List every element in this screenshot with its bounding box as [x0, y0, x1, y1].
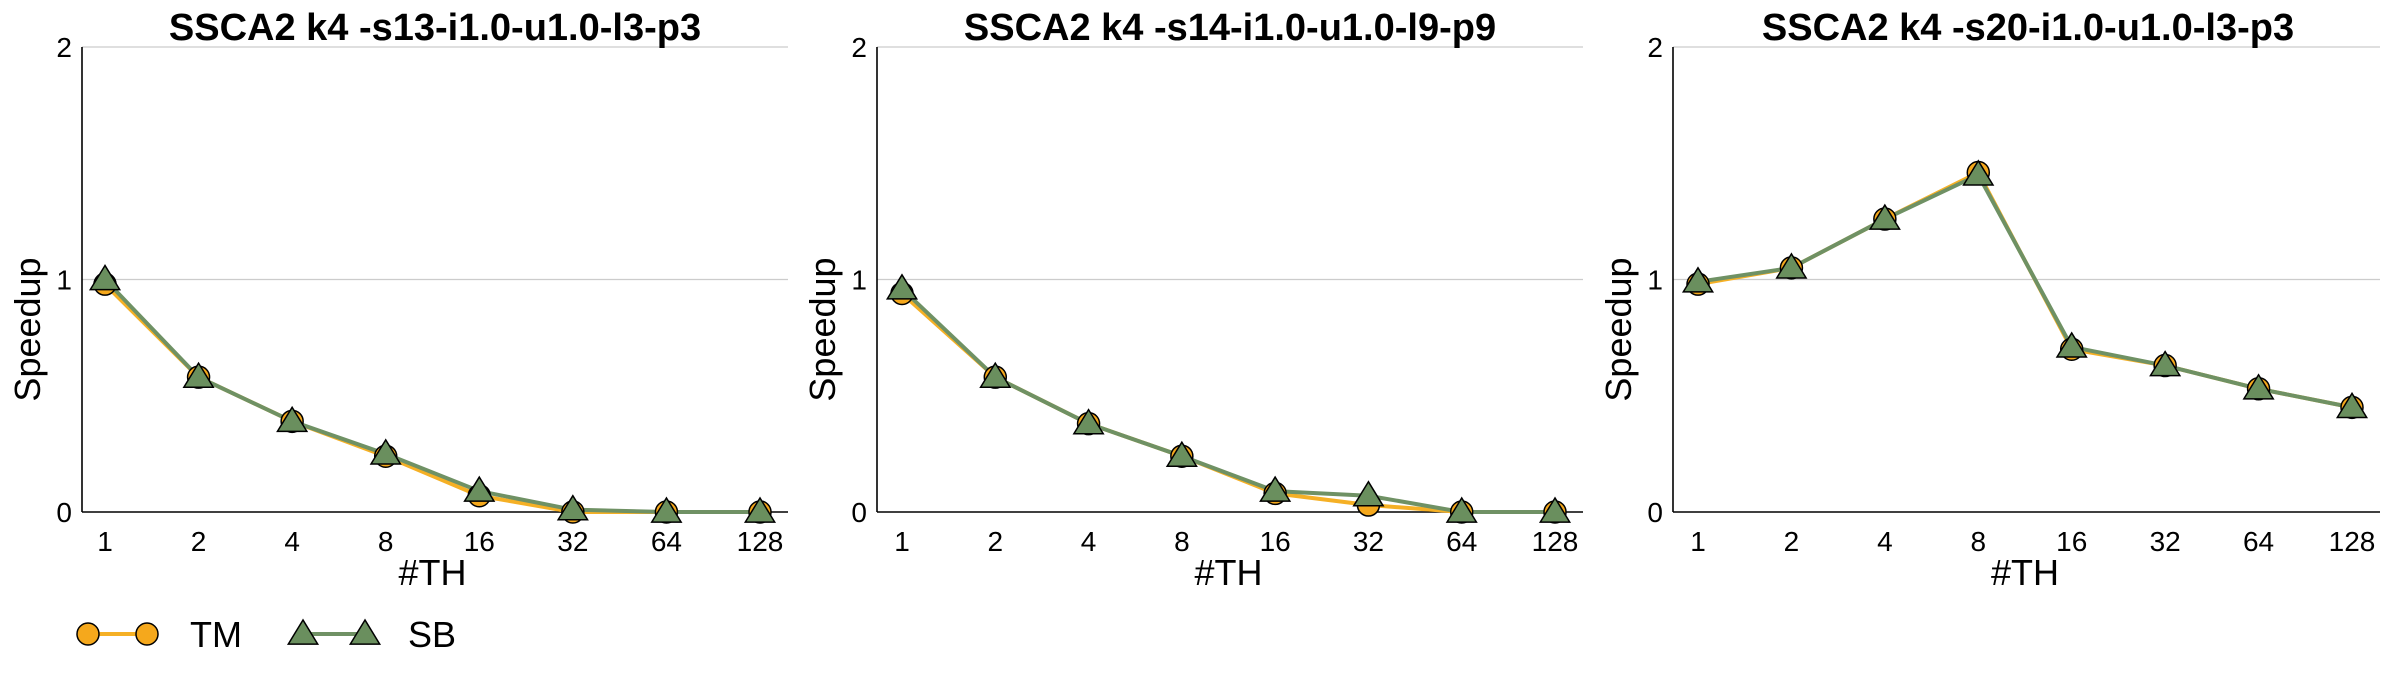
x-tick-label: 128: [2329, 526, 2376, 557]
data-point-sb: [979, 361, 1012, 388]
chart-title: SSCA2 k4 -s13-i1.0-u1.0-l3-p3: [169, 7, 701, 49]
x-tick-label: 2: [1784, 526, 1800, 557]
x-tick-label: 16: [2056, 526, 2087, 557]
data-point-sb: [2335, 391, 2369, 419]
data-point-sb: [1681, 266, 1715, 293]
y-tick-label: 0: [1647, 497, 1663, 528]
legend: TM SB: [76, 614, 456, 655]
data-point-sb: [182, 361, 215, 388]
x-tick-label: 8: [1174, 526, 1190, 557]
data-point-sb: [1962, 159, 1995, 186]
legend-marker: [286, 618, 320, 645]
data-point-sb: [556, 494, 589, 521]
legend-item-sb: SB: [286, 614, 456, 655]
x-tick-label: 4: [284, 526, 300, 557]
x-tick-label: 128: [737, 526, 784, 557]
data-point-sb: [650, 496, 683, 523]
data-point-sb: [743, 496, 777, 523]
y-tick-label: 2: [1647, 32, 1663, 63]
data-point-sb: [2149, 350, 2182, 377]
data-point-sb: [276, 405, 309, 433]
y-tick-label: 2: [56, 32, 72, 63]
y-tick-label: 1: [1647, 265, 1663, 296]
y-axis-label: Speedup: [1598, 257, 1639, 401]
data-point-sb: [2242, 373, 2275, 400]
legend-marker: [348, 618, 382, 645]
data-point-sb: [2055, 331, 2088, 358]
x-tick-label: 4: [1081, 526, 1097, 557]
y-tick-label: 0: [56, 497, 72, 528]
x-tick-label: 16: [1260, 526, 1291, 557]
series-line-tm: [900, 291, 1555, 514]
x-tick-label: 1: [97, 526, 113, 557]
y-tick-label: 0: [851, 497, 867, 528]
data-point-sb: [1259, 475, 1292, 502]
data-point-sb: [88, 264, 122, 291]
series-line-tm: [1697, 170, 2353, 410]
x-axis-label: #TH: [398, 552, 466, 593]
data-point-sb: [1445, 496, 1478, 523]
x-axis-label: #TH: [1194, 552, 1262, 593]
y-tick-label: 1: [851, 265, 867, 296]
series-line-sb: [900, 287, 1555, 514]
x-tick-label: 64: [651, 526, 682, 557]
data-point-sb: [885, 273, 919, 300]
data-point-sb: [1352, 480, 1385, 507]
x-tick-label: 1: [894, 526, 910, 557]
data-point-sb: [1072, 408, 1105, 435]
legend-item-tm: TM: [76, 614, 242, 655]
data-point-sb: [1165, 440, 1198, 468]
chart-title: SSCA2 k4 -s14-i1.0-u1.0-l9-p9: [964, 7, 1496, 49]
legend-marker: [76, 622, 100, 646]
x-tick-label: 1: [1690, 526, 1706, 557]
series-line-tm: [103, 282, 760, 514]
legend-label: TM: [190, 614, 242, 655]
x-tick-label: 8: [378, 526, 394, 557]
y-axis-label: Speedup: [7, 257, 48, 401]
x-tick-label: 32: [1353, 526, 1384, 557]
data-point-sb: [369, 438, 402, 465]
x-tick-label: 2: [191, 526, 207, 557]
y-axis-label: Speedup: [802, 257, 843, 401]
x-tick-label: 2: [987, 526, 1003, 557]
x-tick-label: 64: [1446, 526, 1477, 557]
x-tick-label: 128: [1532, 526, 1579, 557]
legend-label: SB: [408, 614, 456, 655]
y-tick-label: 1: [56, 265, 72, 296]
x-tick-label: 8: [1970, 526, 1986, 557]
x-tick-label: 32: [2150, 526, 2181, 557]
legend-marker: [135, 622, 159, 646]
series-line-sb: [103, 278, 760, 514]
x-axis-label: #TH: [1991, 552, 2059, 593]
x-tick-label: 16: [464, 526, 495, 557]
data-point-sb: [463, 475, 496, 502]
chart-title: SSCA2 k4 -s20-i1.0-u1.0-l3-p3: [1762, 7, 2294, 49]
data-point-sb: [1868, 203, 1901, 230]
x-tick-label: 64: [2243, 526, 2274, 557]
x-tick-label: 32: [557, 526, 588, 557]
y-tick-label: 2: [851, 32, 867, 63]
data-point-sb: [1775, 252, 1808, 279]
x-tick-label: 4: [1877, 526, 1893, 557]
series-line-sb: [1697, 172, 2353, 410]
data-point-sb: [1538, 496, 1572, 523]
